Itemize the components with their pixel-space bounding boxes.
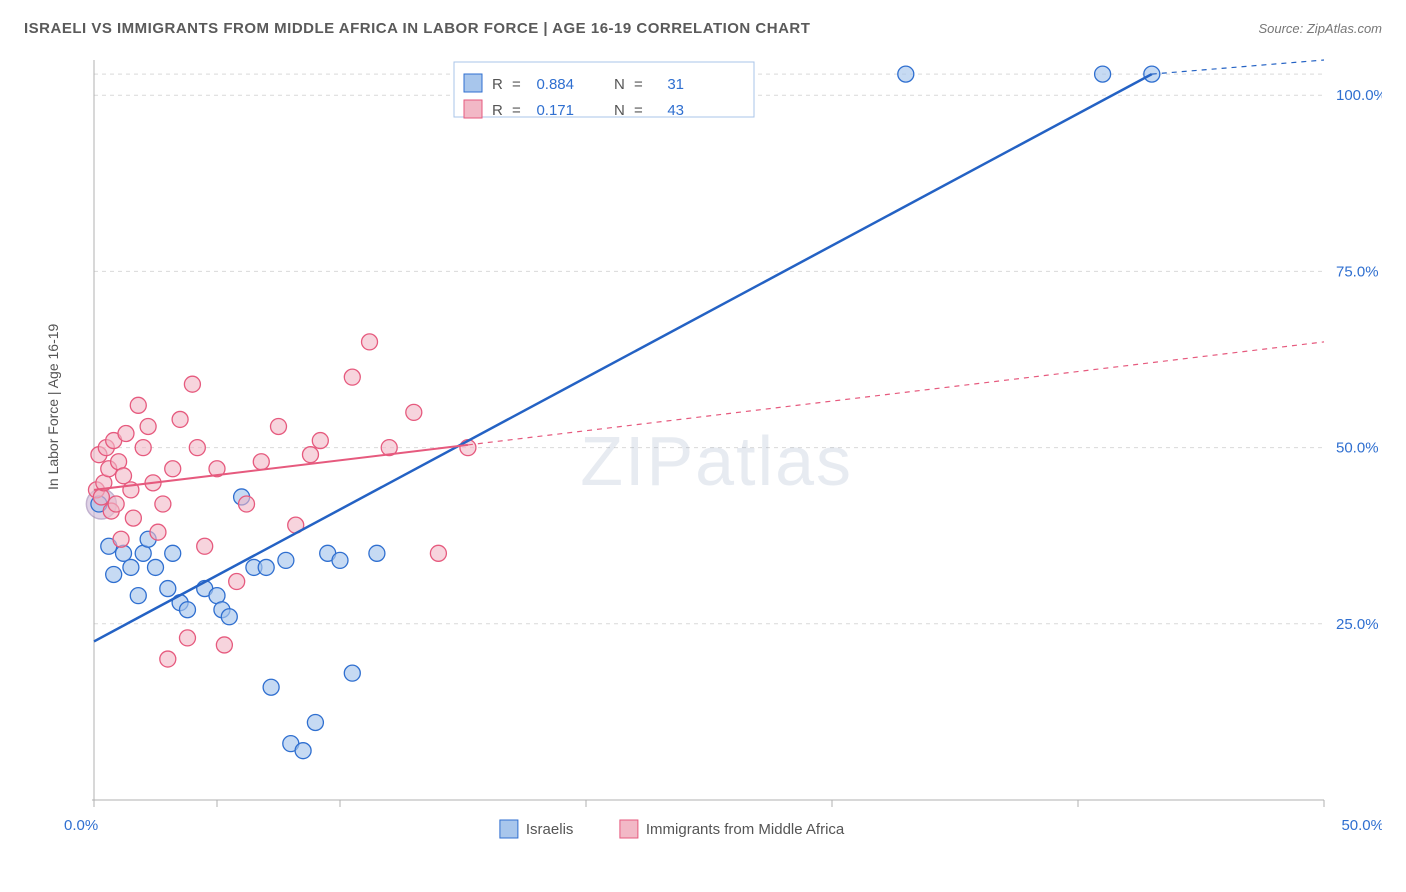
stats-N-value-blue: 31 bbox=[667, 76, 684, 93]
marker-pink bbox=[362, 334, 378, 350]
y-tick-label: 75.0% bbox=[1336, 263, 1379, 280]
y-tick-label: 25.0% bbox=[1336, 616, 1379, 633]
y-tick-label: 100.0% bbox=[1336, 87, 1382, 104]
trendline-ext-pink bbox=[468, 342, 1324, 445]
marker-pink bbox=[93, 489, 109, 505]
marker-pink bbox=[189, 440, 205, 456]
legend-swatch-pink bbox=[620, 820, 638, 838]
stats-swatch-blue bbox=[464, 74, 482, 92]
legend-label-pink: Immigrants from Middle Africa bbox=[646, 821, 845, 838]
marker-pink bbox=[135, 440, 151, 456]
marker-pink bbox=[155, 496, 171, 512]
stats-R-value-blue: 0.884 bbox=[536, 76, 574, 93]
trendline-blue bbox=[94, 74, 1152, 641]
marker-pink bbox=[239, 496, 255, 512]
marker-pink bbox=[118, 426, 134, 442]
marker-blue bbox=[179, 602, 195, 618]
marker-pink bbox=[125, 510, 141, 526]
stats-R-value-pink: 0.171 bbox=[536, 102, 574, 119]
marker-pink bbox=[197, 538, 213, 554]
marker-pink bbox=[344, 369, 360, 385]
stats-eq: = bbox=[512, 102, 521, 119]
marker-pink bbox=[253, 454, 269, 470]
stats-swatch-pink bbox=[464, 100, 482, 118]
marker-pink bbox=[160, 651, 176, 667]
marker-blue bbox=[258, 559, 274, 575]
stats-eq: = bbox=[634, 76, 643, 93]
marker-blue bbox=[1095, 66, 1111, 82]
marker-blue bbox=[332, 552, 348, 568]
marker-pink bbox=[150, 524, 166, 540]
stats-eq: = bbox=[512, 76, 521, 93]
marker-pink bbox=[140, 418, 156, 434]
marker-blue bbox=[344, 665, 360, 681]
legend-swatch-blue bbox=[500, 820, 518, 838]
correlation-chart: 25.0% 50.0% 75.0% 100.0% 0.0% 50.0% In Labor F… bbox=[24, 50, 1382, 872]
stats-R-label: R bbox=[492, 76, 503, 93]
stats-R-label: R bbox=[492, 102, 503, 119]
marker-pink bbox=[216, 637, 232, 653]
marker-pink bbox=[271, 418, 287, 434]
marker-blue bbox=[307, 714, 323, 730]
marker-pink bbox=[430, 545, 446, 561]
x-tick-label: 50.0% bbox=[1341, 817, 1382, 834]
marker-blue bbox=[123, 559, 139, 575]
marker-blue bbox=[106, 566, 122, 582]
marker-pink bbox=[312, 433, 328, 449]
stats-N-label: N bbox=[614, 76, 625, 93]
marker-blue bbox=[165, 545, 181, 561]
stats-N-value-pink: 43 bbox=[667, 102, 684, 119]
marker-blue bbox=[148, 559, 164, 575]
marker-blue bbox=[898, 66, 914, 82]
marker-pink bbox=[179, 630, 195, 646]
trendline-ext-blue bbox=[1152, 60, 1324, 74]
page-title: ISRAELI VS IMMIGRANTS FROM MIDDLE AFRICA… bbox=[24, 20, 810, 37]
marker-pink bbox=[113, 531, 129, 547]
marker-pink bbox=[130, 397, 146, 413]
x-tick-label: 0.0% bbox=[64, 817, 98, 834]
marker-blue bbox=[130, 588, 146, 604]
marker-pink bbox=[165, 461, 181, 477]
y-tick-label: 50.0% bbox=[1336, 440, 1379, 457]
marker-pink bbox=[406, 404, 422, 420]
marker-blue bbox=[278, 552, 294, 568]
legend-label-blue: Israelis bbox=[526, 821, 574, 838]
marker-pink bbox=[229, 574, 245, 590]
stats-eq: = bbox=[634, 102, 643, 119]
marker-blue bbox=[160, 581, 176, 597]
marker-pink bbox=[184, 376, 200, 392]
marker-blue bbox=[263, 679, 279, 695]
marker-blue bbox=[295, 743, 311, 759]
marker-pink bbox=[172, 411, 188, 427]
marker-pink bbox=[116, 468, 132, 484]
stats-N-label: N bbox=[614, 102, 625, 119]
y-axis-title: In Labor Force | Age 16-19 bbox=[45, 323, 61, 490]
source-label: Source: ZipAtlas.com bbox=[1258, 21, 1382, 36]
marker-pink bbox=[302, 447, 318, 463]
marker-blue bbox=[116, 545, 132, 561]
marker-pink bbox=[108, 496, 124, 512]
marker-blue bbox=[369, 545, 385, 561]
marker-blue bbox=[221, 609, 237, 625]
chart-container: 25.0% 50.0% 75.0% 100.0% 0.0% 50.0% In Labor F… bbox=[24, 50, 1382, 872]
